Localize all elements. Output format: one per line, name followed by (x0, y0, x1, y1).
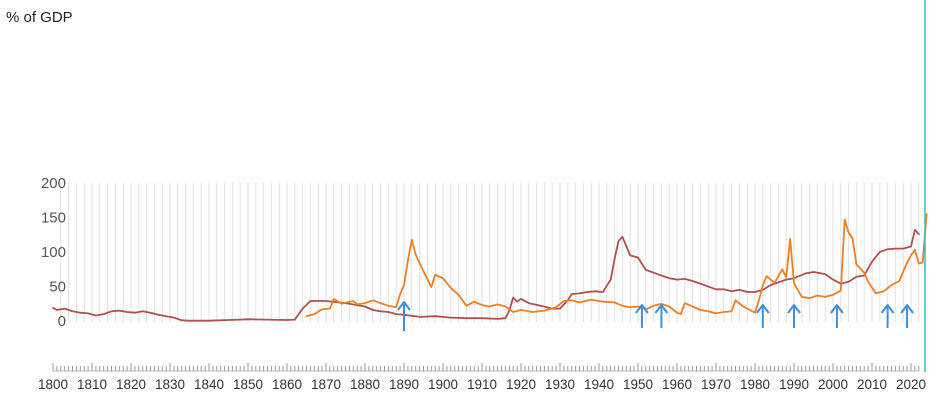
y-axis-title: % of GDP (6, 9, 73, 26)
y-tick-label-150: 150 (41, 210, 66, 227)
x-tick-label-1850: 1850 (233, 377, 263, 392)
x-tick-label-1900: 1900 (428, 377, 458, 392)
x-tick-label-1980: 1980 (740, 377, 770, 392)
x-tick-label-1940: 1940 (584, 377, 614, 392)
series-2-line (305, 213, 928, 318)
annotation-arrows (397, 301, 914, 331)
arrow-head (397, 301, 411, 311)
arrow-head (654, 304, 669, 314)
x-tick-label-2000: 2000 (818, 377, 848, 392)
annotation-arrow-1982 (755, 304, 770, 328)
x-tick-label-1800: 1800 (38, 377, 68, 392)
annotation-arrow-2001 (830, 304, 844, 328)
x-tick-label-1960: 1960 (662, 377, 692, 392)
x-tick-label-1910: 1910 (467, 377, 497, 392)
annotation-arrow-1956 (654, 304, 669, 328)
arrow-head (635, 304, 649, 314)
annotation-arrow-1990 (787, 304, 801, 328)
arrow-head (755, 304, 770, 314)
x-tick-label-1860: 1860 (272, 377, 302, 392)
x-tick-label-1810: 1810 (77, 377, 107, 392)
x-tick-label-1890: 1890 (389, 377, 419, 392)
arrow-head (900, 304, 914, 314)
annotation-arrow-1951 (635, 304, 649, 328)
y-axis: 0 50 100 150 200 (41, 175, 66, 330)
arrow-head (830, 304, 844, 314)
series-lines (52, 213, 928, 322)
arrow-head (787, 304, 801, 314)
x-tick-label-1930: 1930 (545, 377, 575, 392)
x-tick-label-1920: 1920 (506, 377, 536, 392)
annotation-arrow-2019 (900, 304, 914, 328)
x-tick-label-1950: 1950 (623, 377, 653, 392)
y-tick-label-50: 50 (49, 279, 66, 296)
arrow-head (880, 304, 895, 314)
x-tick-label-1840: 1840 (194, 377, 224, 392)
y-tick-label-0: 0 (58, 313, 66, 330)
annotation-arrow-2014 (880, 304, 895, 328)
x-tick-label-2020: 2020 (896, 377, 926, 392)
x-tick-label-1990: 1990 (779, 377, 809, 392)
x-tick-label-1970: 1970 (701, 377, 731, 392)
y-tick-label-100: 100 (41, 244, 66, 261)
x-axis: 1800 1810 1820 1830 1840 1850 1860 1870 1880 1890… (38, 363, 926, 392)
annotation-arrow-1890 (397, 301, 411, 331)
y-tick-label-200: 200 (41, 175, 66, 192)
x-tick-label-2010: 2010 (857, 377, 887, 392)
vertical-gridlines (60, 183, 920, 322)
x-tick-label-1870: 1870 (311, 377, 341, 392)
x-tick-label-1880: 1880 (350, 377, 380, 392)
x-tick-label-1830: 1830 (155, 377, 185, 392)
x-tick-label-1820: 1820 (116, 377, 146, 392)
